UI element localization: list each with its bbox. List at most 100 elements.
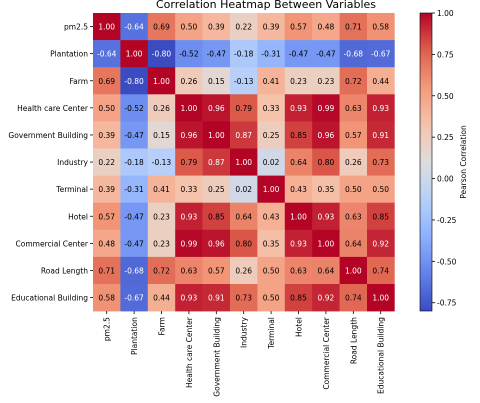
heatmap-cell bbox=[257, 284, 286, 312]
heatmap-cell bbox=[202, 148, 231, 176]
heatmap-cell bbox=[120, 202, 149, 231]
heatmap-cell bbox=[312, 94, 340, 122]
heatmap-cell bbox=[257, 67, 286, 95]
heatmap-cells: 1.00 -0.64 0.69 0.50 0.39 0.22 0.39 0.57 0.48 0.7… bbox=[93, 13, 395, 312]
heatmap-cell bbox=[312, 175, 340, 203]
heatmap-cell bbox=[230, 148, 258, 176]
heatmap-cell bbox=[175, 121, 203, 149]
heatmap-cell bbox=[120, 121, 149, 149]
cell-value-label: 0.79 bbox=[235, 104, 252, 113]
cell-value-label: 0.39 bbox=[98, 185, 115, 194]
heatmap-cell bbox=[339, 202, 368, 231]
cell-value-label: 0.58 bbox=[98, 294, 115, 303]
heatmap-cell bbox=[120, 13, 149, 41]
heatmap-cell bbox=[230, 40, 258, 68]
x-tick-label: Road Length bbox=[349, 317, 358, 364]
cell-value-label: 0.39 bbox=[208, 23, 225, 32]
heatmap-cell bbox=[202, 94, 231, 122]
cell-value-label: 0.64 bbox=[345, 239, 362, 248]
cell-value-label: 0.80 bbox=[235, 239, 252, 248]
cell-value-label: 0.63 bbox=[345, 104, 362, 113]
heatmap-cell bbox=[284, 175, 313, 203]
cell-value-label: 0.57 bbox=[98, 212, 115, 221]
colorbar-tick-label: 0.50 bbox=[437, 92, 454, 101]
cell-value-label: -0.47 bbox=[124, 131, 144, 140]
colorbar-tick-label: -0.50 bbox=[437, 257, 457, 266]
cell-value-label: 0.63 bbox=[290, 266, 307, 275]
cell-value-label: 0.74 bbox=[345, 294, 362, 303]
heatmap-cell bbox=[312, 284, 340, 312]
cell-value-label: 1.00 bbox=[153, 77, 170, 86]
heatmap-cell bbox=[339, 175, 368, 203]
heatmap-cell bbox=[284, 94, 313, 122]
cell-value-label: -0.80 bbox=[124, 77, 144, 86]
heatmap-cell bbox=[339, 121, 368, 149]
x-tick-label: Commercial Center bbox=[322, 316, 331, 389]
heatmap-cell bbox=[339, 256, 368, 285]
heatmap-cell bbox=[120, 229, 149, 258]
cell-value-label: -0.67 bbox=[124, 294, 144, 303]
cell-value-label: 0.96 bbox=[208, 239, 225, 248]
y-tick-label: pm2.5 bbox=[64, 23, 88, 32]
heatmap-cell bbox=[93, 256, 121, 285]
heatmap-cell bbox=[202, 256, 231, 285]
heatmap-cell bbox=[202, 284, 231, 312]
cell-value-label: 0.63 bbox=[345, 212, 362, 221]
heatmap-cell bbox=[339, 148, 368, 176]
cell-value-label: 0.44 bbox=[153, 294, 170, 303]
cell-value-label: 0.22 bbox=[235, 23, 252, 32]
heatmap-cell bbox=[202, 229, 231, 258]
heatmap-cell bbox=[367, 175, 395, 203]
heatmap-cell bbox=[312, 229, 340, 258]
heatmap-cell bbox=[284, 256, 313, 285]
cell-value-label: 0.33 bbox=[181, 185, 198, 194]
cell-value-label: -0.67 bbox=[371, 50, 391, 59]
heatmap-cell bbox=[93, 94, 121, 122]
heatmap-cell bbox=[230, 175, 258, 203]
cell-value-label: 0.50 bbox=[263, 294, 280, 303]
heatmap-cell bbox=[147, 284, 176, 312]
heatmap-cell bbox=[147, 94, 176, 122]
heatmap-cell bbox=[147, 67, 176, 95]
cell-value-label: 0.25 bbox=[263, 131, 280, 140]
heatmap-cell bbox=[230, 256, 258, 285]
heatmap-cell bbox=[257, 13, 286, 41]
heatmap-cell bbox=[284, 121, 313, 149]
heatmap-cell bbox=[230, 13, 258, 41]
cell-value-label: 0.50 bbox=[181, 23, 198, 32]
cell-value-label: 0.63 bbox=[181, 266, 198, 275]
cell-value-label: -0.52 bbox=[124, 104, 144, 113]
cell-value-label: 0.58 bbox=[372, 23, 389, 32]
heatmap-cell bbox=[175, 94, 203, 122]
heatmap-cell bbox=[339, 67, 368, 95]
cell-value-label: 0.23 bbox=[153, 239, 170, 248]
heatmap-cell bbox=[93, 121, 121, 149]
cell-value-label: 1.00 bbox=[318, 239, 335, 248]
cell-value-label: -0.68 bbox=[344, 50, 364, 59]
heatmap-cell bbox=[257, 148, 286, 176]
heatmap-cell bbox=[257, 121, 286, 149]
cell-value-label: 0.64 bbox=[235, 212, 252, 221]
cell-value-label: 0.69 bbox=[98, 77, 115, 86]
cell-value-label: 0.80 bbox=[318, 158, 335, 167]
cell-value-label: 0.91 bbox=[208, 294, 225, 303]
x-tick-label: Health care Center bbox=[185, 316, 194, 388]
cell-value-label: 0.93 bbox=[181, 212, 198, 221]
heatmap-cell bbox=[175, 67, 203, 95]
y-tick-label: Government Building bbox=[8, 131, 88, 140]
x-tick-label: Educational Building bbox=[377, 317, 386, 394]
cell-value-label: 0.48 bbox=[98, 239, 115, 248]
cell-value-label: 0.64 bbox=[318, 266, 335, 275]
x-tick-label: Plantation bbox=[130, 317, 139, 355]
heatmap-cell bbox=[339, 284, 368, 312]
cell-value-label: 0.72 bbox=[153, 266, 170, 275]
heatmap-cell bbox=[93, 202, 121, 231]
cell-value-label: 0.02 bbox=[263, 158, 280, 167]
heatmap-cell bbox=[93, 13, 121, 41]
heatmap-cell bbox=[367, 256, 395, 285]
cell-value-label: 0.73 bbox=[235, 294, 252, 303]
cell-value-label: 0.26 bbox=[235, 266, 252, 275]
heatmap-cell bbox=[175, 229, 203, 258]
heatmap-cell bbox=[312, 40, 340, 68]
heatmap-cell bbox=[284, 67, 313, 95]
